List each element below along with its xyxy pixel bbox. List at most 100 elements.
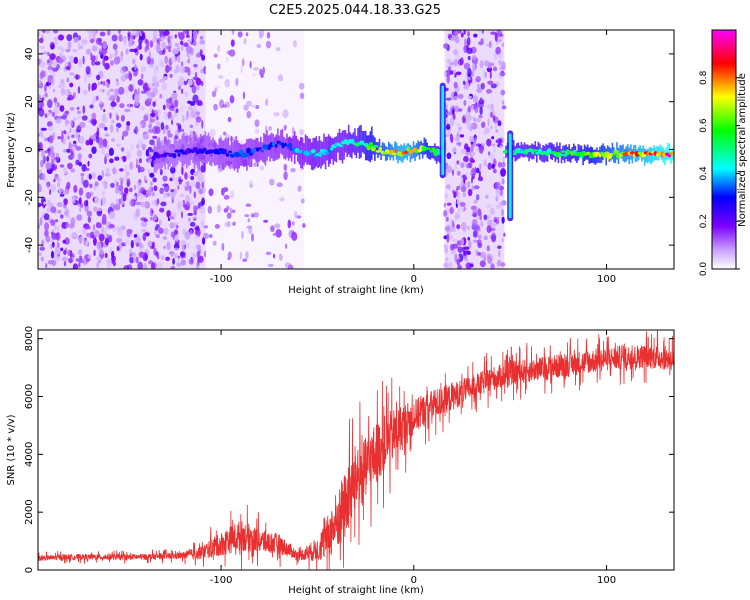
noise-blob <box>104 126 108 131</box>
noise-blob <box>68 257 73 264</box>
noise-blob <box>103 227 107 237</box>
noise-blob <box>457 130 461 134</box>
noise-blob <box>78 161 83 167</box>
track-halo <box>309 138 311 166</box>
noise-blob <box>483 159 487 167</box>
noise-blob <box>99 31 106 37</box>
noise-blob <box>48 135 54 144</box>
noise-blob <box>449 70 454 75</box>
noise-blob <box>299 129 305 136</box>
noise-blob <box>95 135 100 144</box>
noise-blob <box>109 60 115 66</box>
noise-blob <box>178 181 182 185</box>
noise-blob <box>291 231 298 241</box>
noise-blob <box>40 256 44 262</box>
noise-blob <box>166 241 171 251</box>
noise-blob <box>70 168 75 173</box>
noise-blob <box>193 205 198 212</box>
track-halo <box>383 143 385 156</box>
noise-blob <box>290 168 296 173</box>
noise-blob <box>123 265 130 269</box>
noise-blob <box>491 136 495 140</box>
noise-blob <box>50 202 53 208</box>
noise-blob <box>130 142 134 152</box>
noise-blob <box>165 45 172 50</box>
noise-blob <box>41 239 45 248</box>
noise-blob <box>128 72 133 81</box>
track-halo <box>182 133 185 166</box>
noise-blob <box>270 225 275 232</box>
noise-blob <box>201 197 205 206</box>
track-halo <box>256 137 259 167</box>
noise-blob <box>119 103 125 109</box>
noise-blob <box>497 245 502 249</box>
noise-blob <box>174 188 177 195</box>
noise-blob <box>98 250 104 255</box>
noise-blob <box>112 43 118 50</box>
noise-blob <box>44 92 48 97</box>
noise-blob <box>76 214 83 221</box>
noise-blob <box>47 182 50 189</box>
noise-blob <box>469 263 474 268</box>
noise-blob <box>252 73 256 77</box>
noise-blob <box>62 222 67 226</box>
track-core <box>189 148 193 153</box>
noise-blob <box>134 64 137 71</box>
track-core <box>225 153 230 157</box>
noise-blob <box>122 155 127 163</box>
noise-blob <box>131 30 137 34</box>
noise-blob <box>52 111 55 117</box>
noise-blob <box>292 40 297 48</box>
noise-blob <box>58 34 64 41</box>
noise-blob <box>470 169 476 177</box>
noise-blob <box>462 80 466 85</box>
noise-blob <box>302 223 306 228</box>
noise-blob <box>235 77 239 87</box>
noise-blob <box>119 168 124 172</box>
noise-blob <box>470 151 476 156</box>
noise-blob <box>503 232 506 237</box>
x-tick-label: 100 <box>597 274 616 285</box>
noise-blob <box>458 126 462 131</box>
noise-blob <box>246 110 252 119</box>
noise-blob <box>456 199 461 205</box>
noise-blob <box>452 30 459 35</box>
noise-blob <box>187 59 191 64</box>
noise-blob <box>47 121 53 128</box>
noise-blob <box>57 45 63 51</box>
noise-blob <box>170 251 174 257</box>
noise-blob <box>132 83 135 88</box>
track-core <box>258 147 262 151</box>
noise-blob <box>173 229 179 236</box>
noise-blob <box>162 183 169 187</box>
noise-blob <box>199 255 203 262</box>
noise-blob <box>296 215 301 219</box>
noise-blob <box>79 121 86 128</box>
track-halo <box>647 148 649 164</box>
noise-blob <box>44 222 50 231</box>
noise-blob <box>101 190 106 196</box>
noise-blob <box>97 175 103 181</box>
noise-blob <box>72 48 78 53</box>
noise-blob <box>161 50 166 55</box>
noise-blob <box>498 59 502 66</box>
noise-blob <box>63 148 68 153</box>
track-core <box>664 152 670 156</box>
noise-blob <box>189 200 195 206</box>
noise-blob <box>462 246 465 252</box>
noise-blob <box>116 56 121 64</box>
noise-blob <box>150 216 153 221</box>
noise-blob <box>443 71 447 77</box>
noise-blob <box>73 144 78 148</box>
noise-blob <box>47 59 50 63</box>
noise-blob <box>98 233 105 242</box>
noise-blob <box>262 66 265 75</box>
noise-blob <box>456 123 461 127</box>
noise-blob <box>201 181 205 189</box>
noise-blob <box>103 109 106 113</box>
noise-blob <box>89 38 95 44</box>
noise-blob <box>464 258 469 262</box>
noise-blob <box>276 182 283 188</box>
track-halo <box>223 140 225 170</box>
